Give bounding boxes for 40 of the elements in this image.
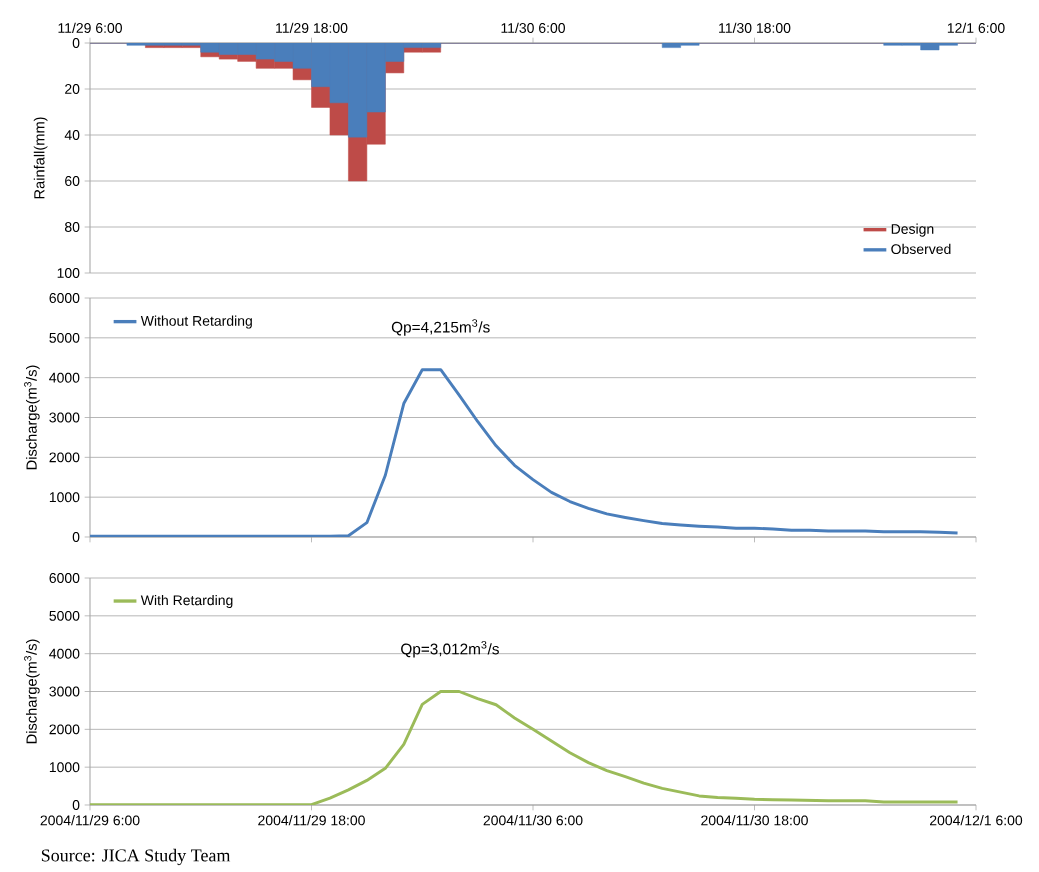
y-tick-label: 0	[72, 532, 80, 542]
y-tick-label: 2000	[49, 724, 80, 735]
source-note: Source: JICA Study Team	[41, 848, 231, 866]
x-tick-label: 11/29 18:00	[276, 22, 348, 33]
y-tick-label: 40	[64, 130, 80, 140]
x-tick-label: 2004/11/30 6:00	[483, 815, 583, 826]
y-tick-label: 5000	[49, 610, 80, 621]
y-tick-label: 6000	[49, 573, 80, 583]
y-tick-label: 60	[65, 176, 80, 186]
y-tick-label: 4000	[49, 372, 80, 383]
y-tick-label: 0	[72, 800, 80, 810]
y-tick-label: 3000	[49, 686, 80, 697]
x-tick-label: 2004/12/1 6:00	[930, 815, 1023, 826]
y-tick-label: 80	[64, 222, 80, 232]
legend-label: Without Retarding	[140, 315, 252, 329]
x-tick-label: 11/29 6:00	[58, 22, 122, 33]
annotation: Qp=3,012m$^{3}$/s	[401, 640, 499, 658]
y-tick-label: 1000	[49, 492, 80, 503]
x-tick-label: 2004/11/30 18:00	[701, 815, 808, 826]
annotation: Qp=4,215m$^{3}$/s	[391, 319, 490, 336]
y-tick-label: 0	[72, 38, 80, 48]
y-axis-title: Rainfall(mm)	[33, 117, 48, 199]
y-tick-label: 5000	[49, 332, 80, 343]
y-axis-title: Discharge(m$^{3}$/s)	[24, 639, 40, 744]
x-tick-label: 12/1 6:00	[947, 22, 1005, 33]
x-tick-label: 2004/11/29 6:00	[40, 815, 140, 826]
legend-label: Design	[891, 223, 934, 237]
y-tick-label: 4000	[49, 648, 80, 659]
y-axis-title: Discharge(m$^{3}$/s)	[24, 365, 40, 470]
y-tick-label: 3000	[49, 412, 80, 423]
y-tick-label: 6000	[49, 293, 80, 303]
y-tick-label: 20	[65, 84, 80, 94]
y-tick-label: 1000	[49, 762, 80, 773]
y-tick-label: 2000	[49, 452, 80, 463]
legend-label: Observed	[891, 243, 951, 255]
x-tick-label: 11/30 6:00	[501, 22, 565, 33]
x-tick-label: 2004/11/29 18:00	[258, 815, 365, 826]
y-tick-label: 100	[57, 268, 80, 278]
legend-label: With Retarding	[140, 594, 233, 609]
x-tick-label: 11/30 18:00	[719, 22, 791, 33]
